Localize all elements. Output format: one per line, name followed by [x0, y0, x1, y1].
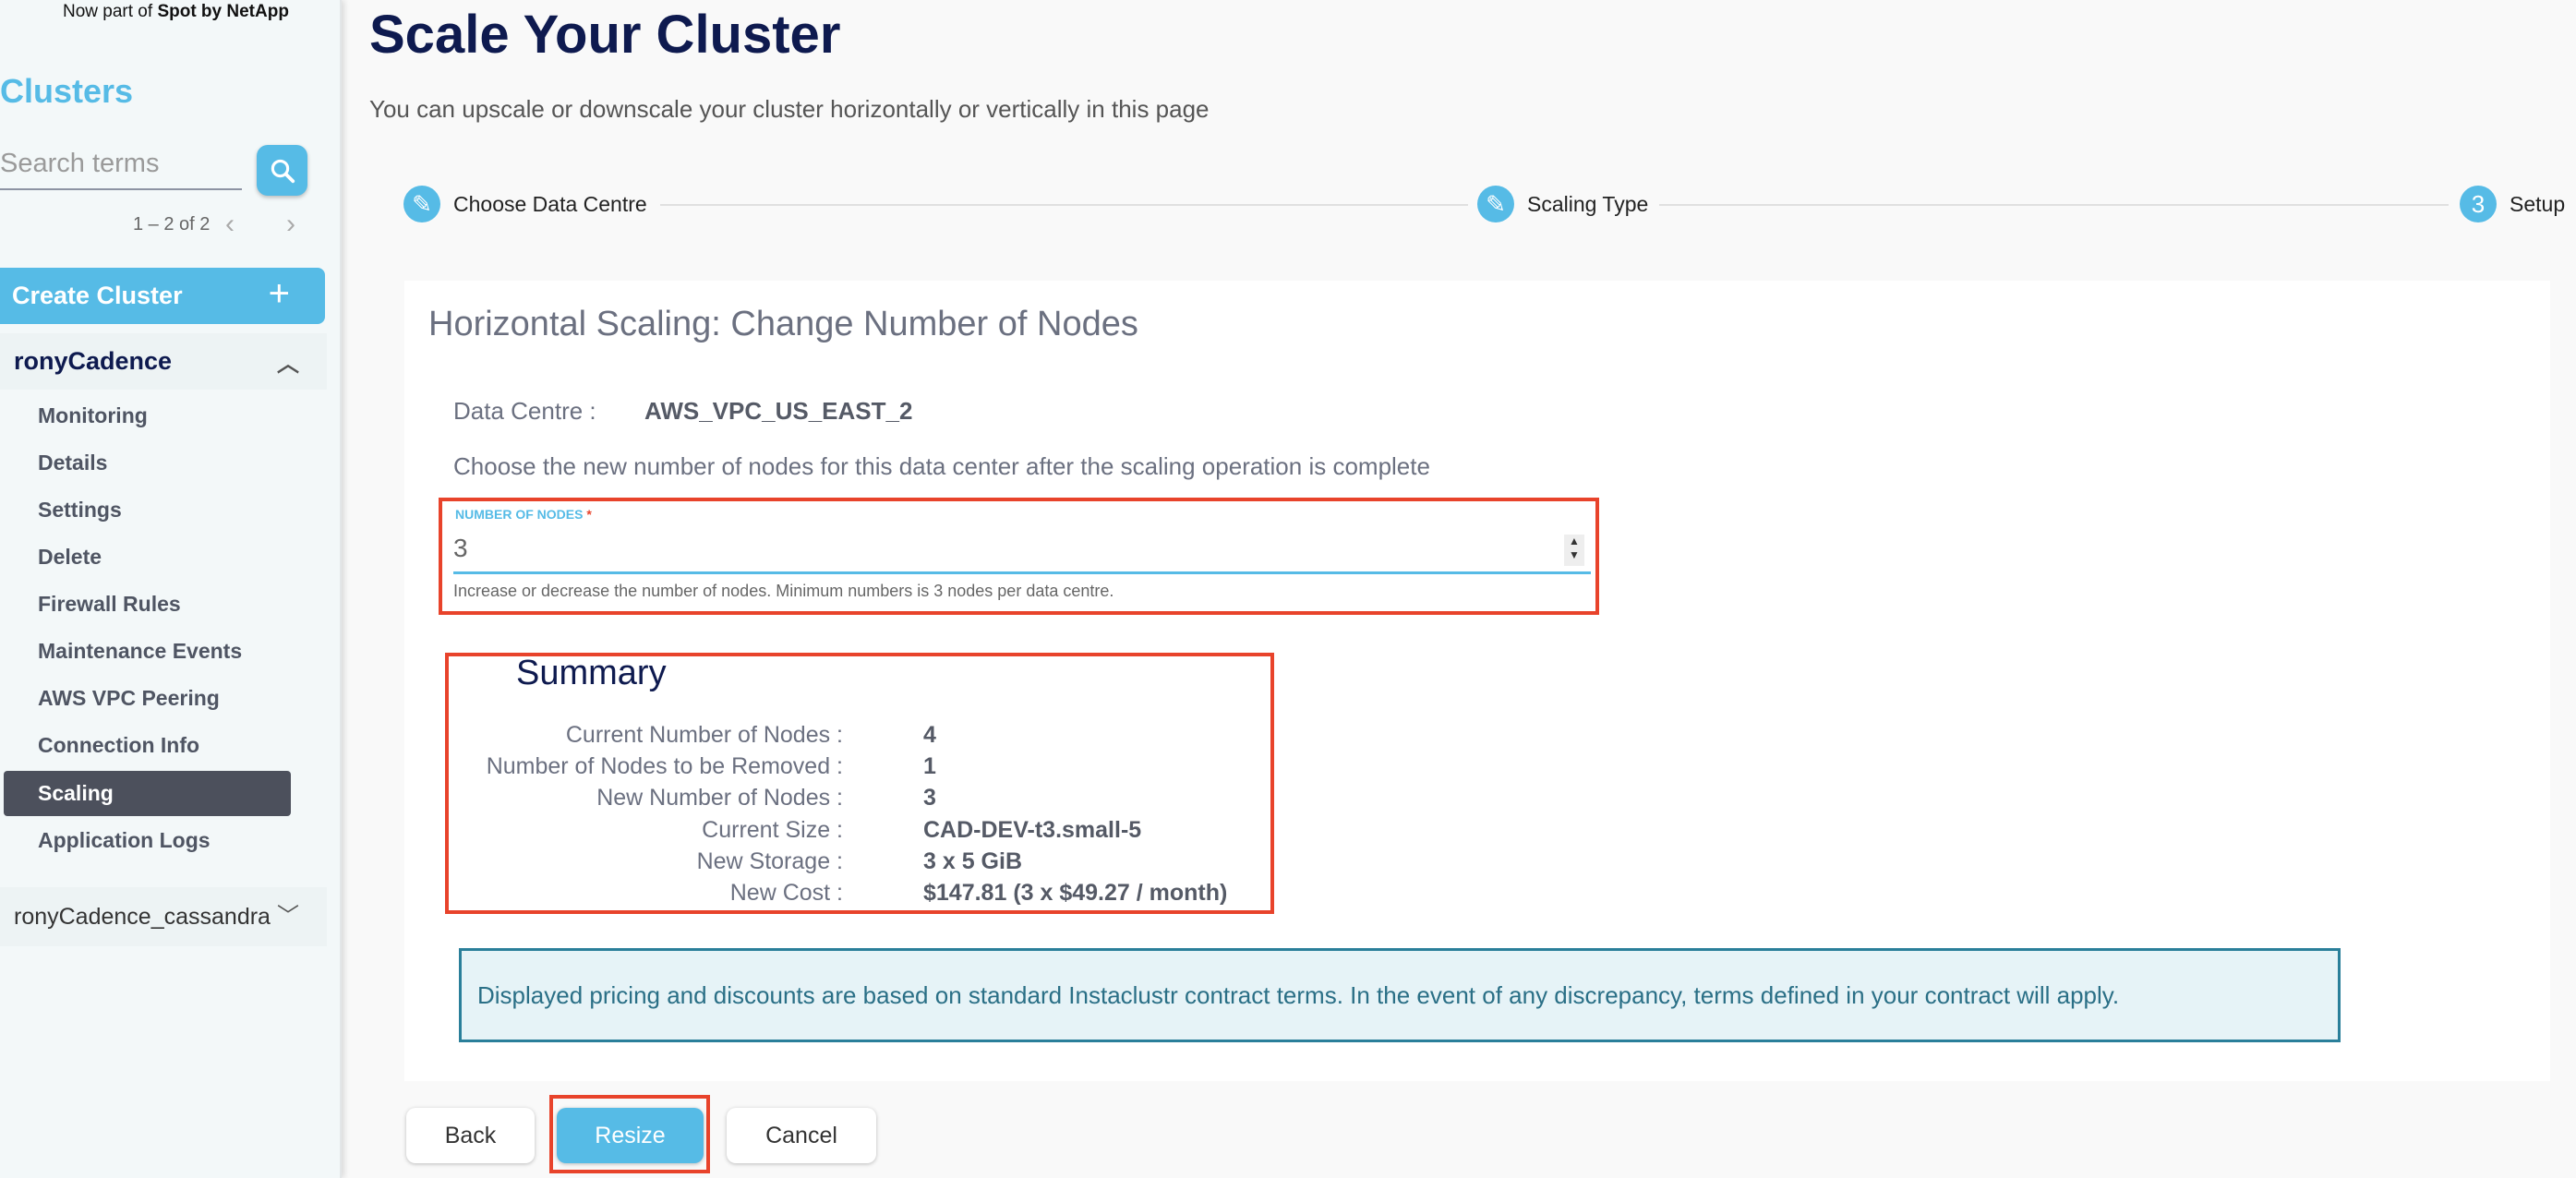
brand-tagline: Now part of Spot by NetApp [63, 2, 289, 22]
sidebar: Now part of Spot by NetApp Clusters 1 – … [0, 0, 342, 1178]
search-input[interactable] [0, 138, 242, 190]
sidebar-item-aws-vpc-peering[interactable]: AWS VPC Peering [38, 686, 220, 710]
data-centre-label: Data Centre : [453, 397, 596, 425]
step-number: 3 [2460, 186, 2497, 222]
chevron-up-icon: ︿ [277, 352, 299, 377]
plus-icon: + [268, 273, 290, 314]
summary-row: New Cost : $147.81 (3 x $49.27 / month) [404, 880, 1328, 911]
highlight-box [445, 653, 1274, 914]
summary-label: New Cost : [729, 880, 843, 906]
brand-prefix: Now part of [63, 2, 153, 21]
chevron-down-icon: ﹀ [277, 904, 299, 929]
pencil-icon: ✎ [1477, 186, 1514, 222]
page-subtitle: You can upscale or downscale your cluste… [369, 95, 1210, 123]
sidebar-item-application-logs[interactable]: Application Logs [38, 828, 211, 852]
back-button[interactable]: Back [406, 1108, 535, 1163]
summary-value: 3 x 5 GiB [923, 848, 1022, 874]
step-scaling-type[interactable]: ✎ Scaling Type [1468, 186, 1660, 222]
search-button[interactable] [257, 145, 307, 196]
card-title: Horizontal Scaling: Change Number of Nod… [428, 305, 1138, 343]
sidebar-item-monitoring[interactable]: Monitoring [38, 403, 148, 427]
cluster-group-ronycadence[interactable]: ronyCadence ︿ [0, 333, 327, 390]
summary-label: Current Size : [702, 817, 843, 843]
step-label: Setup [2510, 191, 2566, 216]
instructions: Choose the new number of nodes for this … [453, 452, 1430, 480]
data-centre-value: AWS_VPC_US_EAST_2 [644, 397, 913, 425]
spinner-icon[interactable]: ▲ ▼ [1564, 535, 1584, 566]
field-label-text: NUMBER OF NODES [455, 507, 584, 522]
sidebar-item-details[interactable]: Details [38, 451, 108, 475]
pricing-notice: Displayed pricing and discounts are base… [459, 948, 2341, 1042]
section-title: Clusters [0, 72, 134, 110]
scaling-card: Horizontal Scaling: Change Number of Nod… [404, 281, 2550, 1081]
create-cluster-button[interactable]: Create Cluster + [0, 268, 325, 324]
highlight-box [549, 1095, 710, 1173]
summary-label: New Storage : [696, 848, 843, 874]
sidebar-item-firewall-rules[interactable]: Firewall Rules [38, 592, 181, 616]
summary-label: Number of Nodes to be Removed : [486, 753, 843, 779]
highlight-box [439, 498, 1599, 615]
resize-button[interactable]: Resize [557, 1108, 704, 1163]
search-icon [271, 159, 295, 183]
sidebar-item-scaling[interactable]: Scaling [4, 771, 291, 816]
sidebar-item-settings[interactable]: Settings [38, 498, 122, 522]
summary-value: CAD-DEV-t3.small-5 [923, 817, 1142, 843]
summary-row: New Storage : 3 x 5 GiB [404, 848, 1328, 880]
summary-row: Current Size : CAD-DEV-t3.small-5 [404, 817, 1328, 848]
summary-label: Current Number of Nodes : [565, 722, 843, 748]
summary-title: Summary [516, 654, 667, 692]
summary-row: Current Number of Nodes : 4 [404, 722, 1328, 753]
sidebar-item-maintenance-events[interactable]: Maintenance Events [38, 639, 243, 663]
step-label: Choose Data Centre [453, 191, 647, 216]
summary-row: New Number of Nodes : 3 [404, 785, 1328, 816]
cluster-name: ronyCadence [14, 347, 173, 375]
summary-label: New Number of Nodes : [596, 785, 843, 811]
summary-row: Number of Nodes to be Removed : 1 [404, 753, 1328, 785]
field-hint: Increase or decrease the number of nodes… [453, 582, 1114, 600]
chevron-right-icon[interactable]: › [286, 209, 295, 239]
number-of-nodes-input[interactable] [453, 524, 1591, 574]
brand-name: Spot by NetApp [157, 2, 289, 21]
stepper-divider [660, 204, 1468, 206]
step-choose-data-centre[interactable]: ✎ Choose Data Centre [403, 186, 658, 222]
step-label: Scaling Type [1527, 191, 1649, 216]
pencil-icon: ✎ [403, 186, 440, 222]
sidebar-item-delete[interactable]: Delete [38, 545, 102, 569]
summary-value: 1 [923, 753, 936, 779]
summary-value: 4 [923, 722, 936, 748]
summary-value: 3 [923, 785, 936, 811]
cluster-name: ronyCadence_cassandra [14, 904, 271, 930]
create-cluster-label: Create Cluster [12, 282, 183, 309]
required-marker: * [586, 507, 592, 522]
page-title: Scale Your Cluster [369, 5, 841, 65]
pagination-label: 1 – 2 of 2 [133, 214, 211, 234]
field-label: NUMBER OF NODES * [455, 507, 592, 522]
chevron-left-icon[interactable]: ‹ [225, 209, 235, 239]
main-content: Scale Your Cluster You can upscale or do… [342, 0, 2576, 1178]
step-setup[interactable]: 3 Setup [2449, 186, 2566, 222]
summary-value: $147.81 (3 x $49.27 / month) [923, 880, 1228, 906]
cancel-button[interactable]: Cancel [727, 1108, 876, 1163]
sidebar-item-connection-info[interactable]: Connection Info [38, 733, 200, 757]
cluster-group-ronycadence-cassandra[interactable]: ronyCadence_cassandra ﹀ [0, 887, 327, 946]
stepper-divider [1653, 204, 2449, 206]
